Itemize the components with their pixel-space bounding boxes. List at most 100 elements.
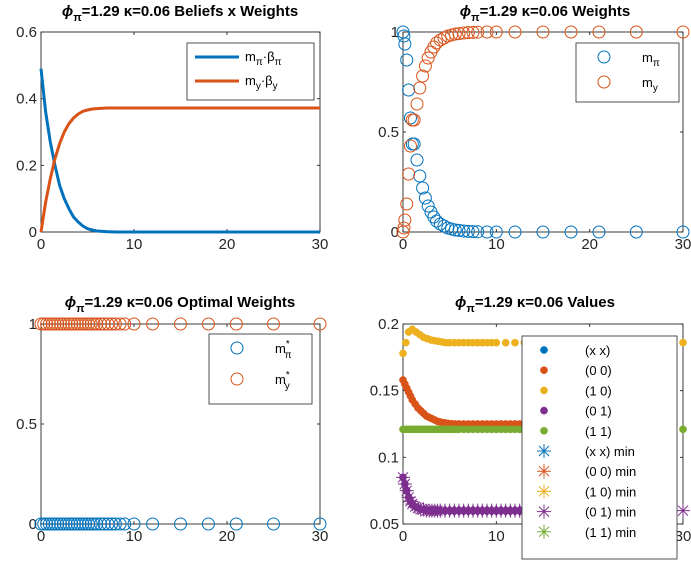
data-point [146,517,160,531]
x-tick-label: 10 [488,236,505,253]
chart-beliefs: 0 10 20 30 0 0.2 0.4 0.6 mπ·βπ my·βy [16,24,328,253]
data-point [410,97,424,111]
data-point [437,31,451,45]
data-point [94,317,108,331]
x-tick-label: 20 [581,236,598,253]
data-point [427,40,441,54]
data-layer [396,25,690,239]
data-point [396,470,410,485]
data-point [401,338,410,347]
legend-label: my·βy [245,73,278,92]
data-point [146,317,160,331]
x-tick-label: 0 [399,236,407,253]
y-tick-label: 0.05 [370,516,399,533]
data-point [407,137,421,151]
data-point [416,69,430,83]
data-point [267,317,280,331]
data-point [452,27,466,41]
y-tick-label: 0.1 [378,449,399,466]
data-point [399,349,407,358]
data-point [76,317,90,331]
data-point [37,517,51,531]
data-point [501,338,510,347]
data-point [401,490,416,505]
data-point [403,111,417,125]
legend-label: (x x) min [585,444,635,459]
data-point [51,317,65,331]
data-point [418,59,432,73]
legend-swatch [537,524,551,539]
data-point [466,25,480,39]
title-rest: =1.29 κ=0.06 Beliefs x Weights [82,3,299,20]
data-point [45,517,59,531]
data-point [65,317,79,331]
data-point [229,517,243,531]
data-point [471,25,485,39]
data-point [400,197,414,211]
data-point [452,223,466,237]
y-tick-label: 0.5 [378,124,399,141]
data-point [90,317,104,331]
series-m- [34,517,327,531]
data-point [489,225,503,239]
data-point [48,517,62,531]
data-point [118,317,132,331]
legend-swatch [597,75,611,89]
y-tick-label: 0.6 [16,24,37,41]
data-point [113,317,127,331]
data-layer [396,325,690,518]
data-point [70,517,84,531]
series-my-y [39,106,320,233]
legend-swatch [540,346,548,354]
data-point [90,517,104,531]
series--0-0- [399,376,529,428]
y-tick-label: 1 [29,316,37,333]
y-tick-label: 0.5 [16,416,37,433]
data-point [62,317,76,331]
legend-label: mπ·βπ [245,49,282,68]
legend-label: my [642,75,658,94]
data-point [679,425,687,434]
data-point [489,25,503,39]
data-point [127,317,141,331]
legend-swatch [230,372,244,386]
data-point [629,225,643,239]
title-pi-subscript: π [76,303,85,315]
data-point [108,317,122,331]
legend-label: (0 0) min [585,464,636,479]
data-point [413,169,427,183]
data-point [430,214,444,228]
title-rest: =1.29 κ=0.06 Optimal Weights [85,294,296,311]
data-point [51,517,65,531]
data-point [430,36,444,50]
chart-title-beliefs: ϕπ=1.29 κ=0.06 Beliefs x Weights [62,3,298,24]
data-point [105,517,119,531]
data-point [457,26,471,40]
x-tick-label: 20 [219,236,236,253]
title-phi-symbol: ϕ [455,294,466,311]
data-point [679,338,687,347]
data-point [592,225,606,239]
legend-box [186,42,315,101]
data-point [40,317,54,331]
legend: mπ·βπ my·βy [186,42,315,101]
data-point [97,517,111,531]
data-point [229,317,243,331]
title-pi-subscript: π [466,303,475,315]
data-point [564,225,578,239]
data-point [267,517,280,531]
chart-title-weights: ϕπ=1.29 κ=0.06 Weights [460,3,630,24]
data-point [413,81,427,95]
x-tick-label: 30 [675,236,691,253]
x-tick-label: 30 [312,236,329,253]
data-point [94,517,108,531]
data-point [410,501,425,515]
data-layer [34,317,327,531]
data-point [87,517,101,531]
x-tick-label: 0 [37,528,45,545]
data-point [408,499,423,514]
x-tick-label: 0 [399,528,407,545]
data-point [461,224,475,238]
data-point [73,517,87,531]
y-tick-label: 1 [391,24,399,41]
